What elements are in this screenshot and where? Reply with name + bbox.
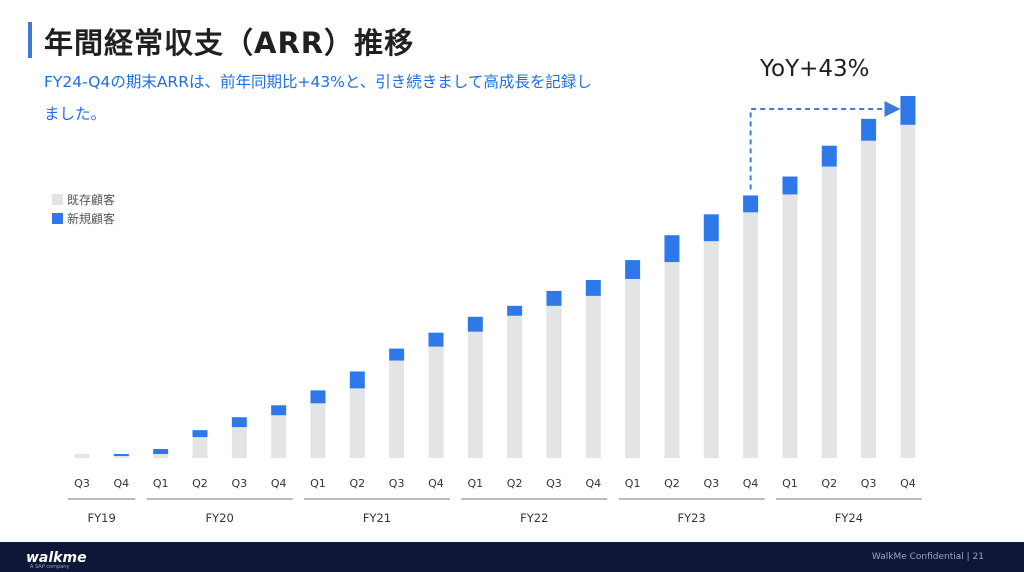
x-tick-label-13: Q4 [585,477,601,490]
slide-title: 年間経常収支（ARR）推移 [44,26,415,60]
bar-existing-6 [310,403,326,458]
fy-group-label-0: FY19 [88,511,116,525]
bar-new-21 [900,95,916,125]
bar-existing-11 [507,315,523,458]
x-tick-label-2: Q1 [153,477,169,490]
bar-existing-16 [703,241,719,458]
title-accent-bar [28,22,32,58]
bar-existing-2 [153,454,169,458]
x-tick-label-14: Q1 [625,477,641,490]
bar-existing-19 [821,166,837,458]
bar-new-2 [153,449,169,455]
bar-existing-18 [782,194,798,458]
x-tick-label-12: Q3 [546,477,562,490]
x-tick-label-6: Q1 [310,477,326,490]
legend-swatch-existing [52,194,63,205]
x-tick-label-8: Q3 [389,477,405,490]
bar-new-1 [113,454,129,457]
bar-existing-14 [625,278,641,458]
bar-new-5 [271,405,287,416]
legend-item-new: 新規顧客 [52,209,115,228]
fy-group-label-3: FY22 [520,511,548,525]
bar-existing-3 [192,437,208,458]
fy-group-label-4: FY23 [677,511,705,525]
x-tick-label-5: Q4 [271,477,287,490]
x-tick-label-21: Q4 [900,477,916,490]
x-tick-label-4: Q3 [231,477,247,490]
walkme-logo-subtitle: A SAP company [30,564,70,570]
x-tick-label-15: Q2 [664,477,680,490]
bar-existing-12 [546,305,562,458]
x-tick-label-3: Q2 [192,477,208,490]
yoy-callout: YoY+43% [760,56,870,82]
fy-group-label-2: FY21 [363,511,391,525]
x-tick-labels: Q3 Q4 Q1 Q2 Q3 Q4 Q1 Q2 Q3 Q4 Q1 Q2 Q3 Q4 Q1 Q2 Q3 Q4 Q1 Q2… [74,477,916,490]
bar-existing-15 [664,262,680,458]
x-tick-label-0: Q3 [74,477,90,490]
bar-existing-0 [74,454,90,458]
x-tick-label-1: Q4 [113,477,129,490]
x-tick-label-10: Q1 [467,477,483,490]
x-tick-label-19: Q2 [821,477,837,490]
bar-existing-13 [585,295,601,458]
bar-new-7 [349,371,365,389]
bar-new-15 [664,235,680,263]
bar-existing-17 [743,212,759,458]
fiscal-year-groups: FY19 FY20 FY21 FY22 FY23 FY24 [68,498,922,525]
bar-new-3 [192,430,208,438]
legend-label-existing: 既存顧客 [67,193,116,207]
fy-group-label-1: FY20 [206,511,234,525]
x-tick-label-11: Q2 [507,477,523,490]
legend-swatch-new [52,213,63,224]
bar-new-10 [467,316,483,332]
bar-existing-8 [389,360,405,458]
slide-subtitle: FY24-Q4の期末ARRは、前年同期比+43%と、引き続きまして高成長を記録し… [44,73,592,123]
bar-existing-21 [900,124,916,458]
bar-existing-7 [349,388,365,458]
legend-label-new: 新規顧客 [67,212,116,226]
bar-new-17 [743,195,759,213]
bar-new-12 [546,290,562,306]
bar-new-8 [389,348,405,361]
bar-new-19 [821,145,837,167]
x-tick-label-17: Q4 [743,477,759,490]
x-tick-label-20: Q3 [861,477,877,490]
chart-legend: 既存顧客 新規顧客 [52,190,115,228]
bar-new-16 [703,214,719,242]
walkme-logo: walkme [26,550,87,566]
bar-new-14 [625,260,641,279]
x-tick-label-7: Q2 [349,477,365,490]
bar-existing-5 [271,415,287,458]
x-tick-label-9: Q4 [428,477,444,490]
bar-existing-20 [861,140,877,459]
legend-item-existing: 既存顧客 [52,190,115,209]
bar-new-6 [310,390,326,404]
bar-new-20 [861,118,877,141]
footer-confidential-text: WalkMe Confidential | 21 [871,552,984,562]
bar-new-4 [231,417,247,428]
footer-bar: walkme A SAP company WalkMe Confidential… [0,542,1024,572]
bar-new-11 [507,305,523,316]
bar-new-18 [782,176,798,195]
bars-layer [74,95,916,459]
x-tick-label-18: Q1 [782,477,798,490]
bar-existing-4 [231,427,247,458]
x-tick-label-16: Q3 [703,477,719,490]
fy-group-label-5: FY24 [835,511,863,525]
bar-new-13 [585,279,601,296]
bar-existing-1 [113,456,129,458]
bar-new-9 [428,332,444,347]
bar-existing-10 [467,331,483,458]
bar-existing-9 [428,346,444,458]
arr-bar-chart: Q3 Q4 Q1 Q2 Q3 Q4 Q1 Q2 Q3 Q4 Q1 Q2 Q3 Q4 Q1 Q2 Q3 Q4 Q1 Q2… [68,95,922,525]
